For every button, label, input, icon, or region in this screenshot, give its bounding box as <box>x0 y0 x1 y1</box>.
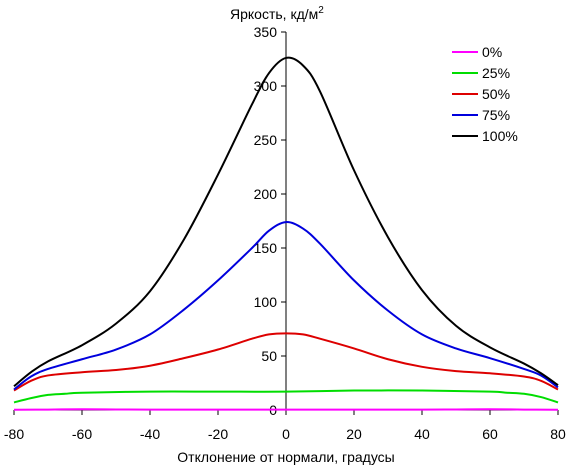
legend-label-50pct: 50% <box>482 86 510 102</box>
x-tick-label: -20 <box>208 426 228 442</box>
series-line-25pct <box>13 389 559 404</box>
legend-label-75pct: 75% <box>482 107 510 123</box>
series-line-50pct <box>13 332 559 392</box>
y-axis-label-text: Яркость, кд/м <box>230 6 318 22</box>
x-tick-label: -40 <box>140 426 160 442</box>
x-tick-label: 60 <box>482 426 498 442</box>
y-axis-label: Яркость, кд/м2 <box>230 5 324 22</box>
legend-label-0pct: 0% <box>482 44 502 60</box>
y-tick-label: 50 <box>261 348 277 364</box>
series-line-100pct <box>13 56 559 388</box>
x-tick-label: 40 <box>414 426 430 442</box>
legend: 0% 25% 50% 75% 100% <box>452 44 518 144</box>
y-tick-label: 100 <box>254 294 278 310</box>
x-axis-label: Отклонение от нормали, градусы <box>177 449 394 465</box>
legend-label-25pct: 25% <box>482 65 510 81</box>
series-line-0pct <box>13 408 559 411</box>
x-tick-label: -60 <box>72 426 92 442</box>
y-tick-label: 250 <box>254 132 278 148</box>
y-tick-label: 150 <box>254 240 278 256</box>
x-tick-label: 0 <box>282 426 290 442</box>
x-tick-label: 20 <box>346 426 362 442</box>
y-axis-label-superscript: 2 <box>318 5 324 16</box>
y-tick-label: 200 <box>254 186 278 202</box>
x-tick-label: 80 <box>550 426 566 442</box>
series-line-75pct <box>13 221 559 391</box>
y-tick-label: 350 <box>254 24 278 40</box>
x-tick-label: -80 <box>4 426 24 442</box>
series-lines <box>13 56 559 411</box>
legend-label-100pct: 100% <box>482 128 518 144</box>
